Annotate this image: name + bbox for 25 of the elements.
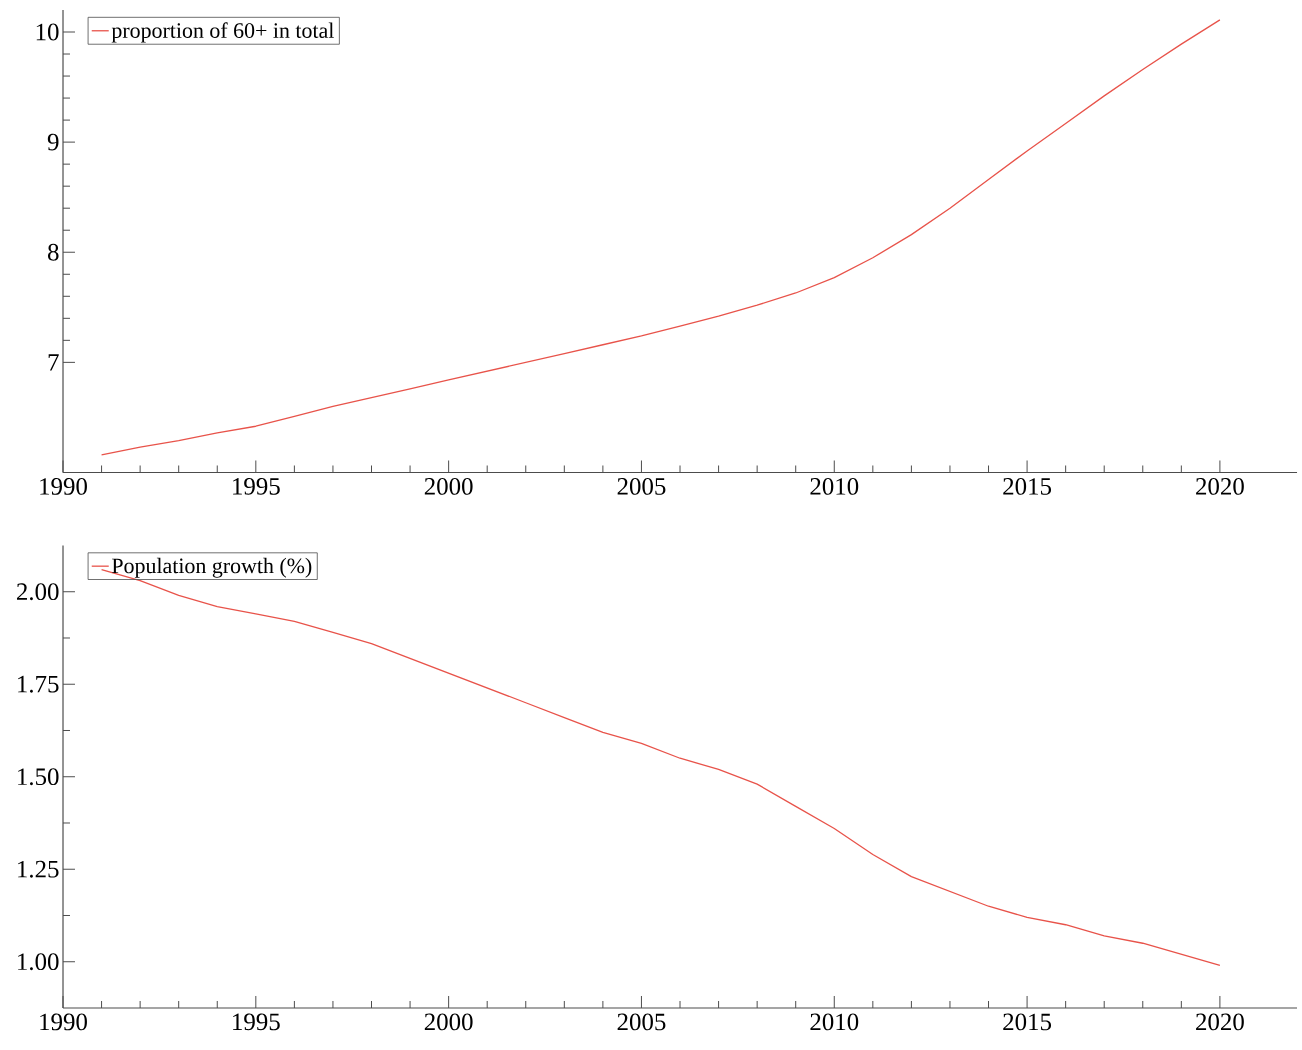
x-tick-label: 2000	[424, 1013, 473, 1031]
x-tick-label: 2010	[810, 1013, 859, 1031]
x-tick-label: 2005	[617, 1013, 666, 1031]
x-tick-label: 2020	[1196, 478, 1244, 495]
legend-label: Population growth (%)	[112, 557, 312, 578]
x-tick-label: 2015	[1003, 478, 1052, 495]
x-tick-label: 1995	[233, 1013, 280, 1031]
legend-label: proportion of 60+ in total	[111, 22, 334, 43]
x-tick-label: 2015	[1003, 1013, 1052, 1031]
y-tick-label: 7	[48, 354, 59, 371]
x-tick-label: 2005	[617, 478, 666, 495]
y-tick-label: 8	[47, 243, 59, 261]
x-tick-label: 2020	[1196, 1013, 1244, 1031]
y-tick-label: 1.25	[18, 860, 59, 878]
x-tick-label: 1990	[40, 1013, 87, 1031]
x-tick-label: 2000	[424, 478, 473, 495]
x-tick-label: 2010	[810, 478, 859, 495]
x-tick-label: 1995	[233, 478, 280, 495]
y-tick-label: 1.50	[18, 768, 59, 786]
x-tick-label: 1990	[40, 478, 87, 495]
y-tick-label: 1.75	[18, 675, 59, 693]
y-tick-label: 10	[36, 23, 59, 41]
y-tick-label: 2.00	[16, 583, 59, 601]
y-tick-label: 1.00	[18, 953, 59, 971]
y-tick-label: 9	[47, 133, 59, 151]
